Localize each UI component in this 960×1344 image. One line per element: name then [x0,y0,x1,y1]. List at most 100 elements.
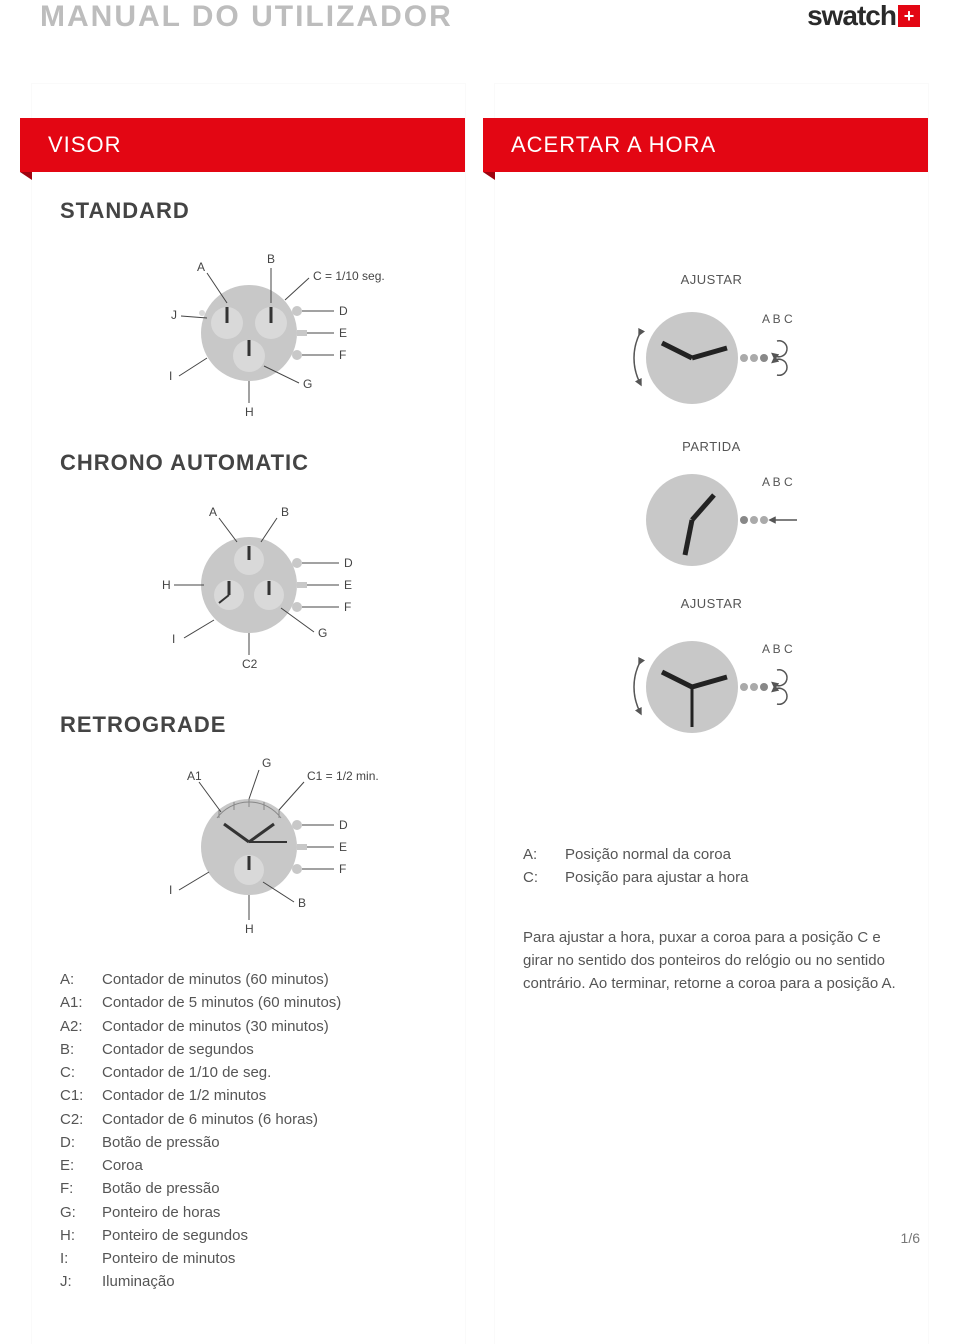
svg-text:B: B [281,505,289,519]
legend-value: Contador de minutos (30 minutos) [102,1015,329,1038]
svg-text:I: I [172,632,175,646]
svg-text:A B C: A B C [762,475,793,489]
brand-word: swatch [807,0,896,32]
legend-row: A2:Contador de minutos (30 minutos) [60,1015,437,1038]
legend-row: I:Ponteiro de minutos [60,1247,437,1270]
label-ajustar-2: AJUSTAR [495,596,928,611]
svg-text:H: H [245,405,254,418]
legend-key: C: [60,1061,102,1084]
svg-text:G: G [303,377,312,391]
diagram-standard: A B C = 1/10 seg. D E F G H I J [32,232,465,424]
svg-text:A B C: A B C [762,642,793,656]
svg-text:D: D [344,556,353,570]
legend-key: A2: [60,1015,102,1038]
left-column: VISOR STANDARD A B C = 1/10 seg. D [32,84,465,1344]
legend-value: Botão de pressão [102,1177,220,1200]
legend-value: Ponteiro de horas [102,1201,220,1224]
svg-text:E: E [339,326,347,340]
legend-value: Contador de 6 minutos (6 horas) [102,1108,318,1131]
legend-key: H: [60,1224,102,1247]
legend-value: Iluminação [102,1270,175,1293]
left-legend: A:Contador de minutos (60 minutos)A1:Con… [32,948,465,1314]
legend-key: B: [60,1038,102,1061]
svg-text:E: E [339,840,347,854]
legend-value: Contador de 1/2 minutos [102,1084,266,1107]
svg-text:A1: A1 [187,769,202,783]
content-columns: VISOR STANDARD A B C = 1/10 seg. D [0,34,960,1344]
legend-value: Contador de 5 minutos (60 minutos) [102,991,341,1014]
svg-text:G: G [318,626,327,640]
legend-row: A1:Contador de 5 minutos (60 minutos) [60,991,437,1014]
legend-value: Contador de 1/10 de seg. [102,1061,271,1084]
legend-key: A: [60,968,102,991]
legend-key: C2: [60,1108,102,1131]
legend-value: Botão de pressão [102,1131,220,1154]
legend-key: C: [523,866,565,889]
svg-text:J: J [171,308,177,322]
svg-text:C1 = 1/2 min.: C1 = 1/2 min. [307,769,379,783]
svg-text:C2: C2 [242,657,258,671]
diagram-partida: A B C [495,454,928,586]
legend-key: E: [60,1154,102,1177]
legend-key: F: [60,1177,102,1200]
legend-value: Contador de minutos (60 minutos) [102,968,329,991]
diagram-chrono: A B D E F G H I C2 [32,484,465,686]
section-standard: STANDARD [32,172,465,232]
section-chrono: CHRONO AUTOMATIC [32,424,465,484]
section-retro: RETROGRADE [32,686,465,746]
label-partida: PARTIDA [495,439,928,454]
legend-row: C:Contador de 1/10 de seg. [60,1061,437,1084]
legend-row: G:Ponteiro de horas [60,1201,437,1224]
brand-logo: swatch + [807,0,920,32]
svg-text:F: F [339,348,346,362]
legend-key: J: [60,1270,102,1293]
svg-text:F: F [339,862,346,876]
diagram-ajustar-1: A B C [495,287,928,429]
legend-value: Posição normal da coroa [565,843,731,866]
svg-text:A: A [209,505,217,519]
legend-value: Ponteiro de segundos [102,1224,248,1247]
legend-row: J:Iluminação [60,1270,437,1293]
brand-plus-icon: + [898,5,920,27]
svg-text:H: H [245,922,254,936]
diagram-retro: A1 G C1 = 1/2 min. D E F B H I [32,746,465,948]
svg-text:A B C: A B C [762,312,793,326]
legend-row: F:Botão de pressão [60,1177,437,1200]
diagram-ajustar-2: A B C [495,611,928,763]
label-ajustar-1: AJUSTAR [495,272,928,287]
manual-title: MANUAL DO UTILIZADOR [40,0,453,34]
right-body-text: Para ajustar a hora, puxar a coroa para … [495,910,928,1012]
svg-text:B: B [267,252,275,266]
legend-row: C:Posição para ajustar a hora [523,866,900,889]
page-number: 1/6 [901,1230,920,1246]
legend-row: H:Ponteiro de segundos [60,1224,437,1247]
legend-row: D:Botão de pressão [60,1131,437,1154]
svg-text:C = 1/10 seg.: C = 1/10 seg. [313,269,385,283]
legend-row: E:Coroa [60,1154,437,1177]
legend-value: Coroa [102,1154,143,1177]
legend-key: G: [60,1201,102,1224]
svg-text:F: F [344,600,351,614]
legend-value: Ponteiro de minutos [102,1247,235,1270]
header: MANUAL DO UTILIZADOR swatch + [0,0,960,34]
legend-key: D: [60,1131,102,1154]
legend-row: B:Contador de segundos [60,1038,437,1061]
right-column: ACERTAR A HORA AJUSTAR A B C PARTIDA [495,84,928,1344]
legend-value: Contador de segundos [102,1038,254,1061]
ribbon-acertar: ACERTAR A HORA [483,118,928,172]
legend-key: A: [523,843,565,866]
legend-row: A:Contador de minutos (60 minutos) [60,968,437,991]
svg-text:I: I [169,883,172,897]
legend-value: Posição para ajustar a hora [565,866,748,889]
svg-text:G: G [262,756,271,770]
legend-row: C1:Contador de 1/2 minutos [60,1084,437,1107]
svg-text:B: B [298,896,306,910]
lbl-A: A [197,260,205,274]
svg-text:D: D [339,818,348,832]
legend-key: C1: [60,1084,102,1107]
ribbon-visor: VISOR [20,118,465,172]
right-legend: A:Posição normal da coroaC:Posição para … [495,763,928,910]
legend-row: A:Posição normal da coroa [523,843,900,866]
legend-key: I: [60,1247,102,1270]
svg-text:E: E [344,578,352,592]
